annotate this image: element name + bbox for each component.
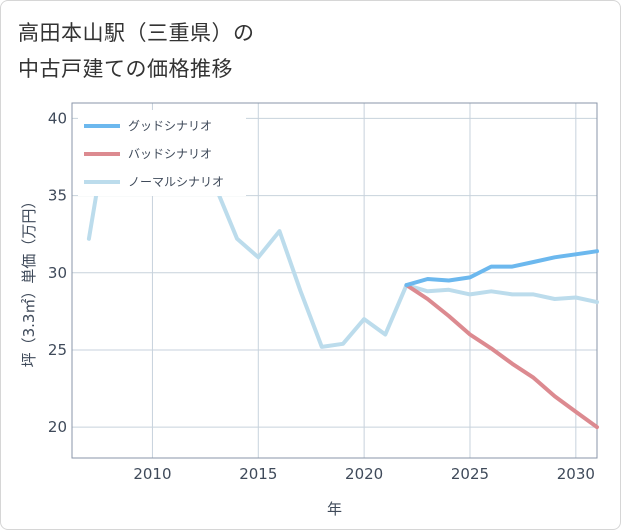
y-tick-label: 30 bbox=[48, 264, 67, 282]
y-tick-label: 40 bbox=[48, 109, 67, 127]
chart-title: 高田本山駅（三重県）の 中古戸建ての価格推移 bbox=[18, 15, 578, 87]
x-tick-label: 2010 bbox=[133, 465, 171, 483]
series-line-bad bbox=[404, 283, 599, 430]
series-line-good bbox=[404, 249, 599, 288]
y-axis-label: 坪（3.3㎡）単価（万円） bbox=[20, 194, 38, 368]
plot-area-frame bbox=[71, 102, 598, 459]
chart-title-line-2: 中古戸建ての価格推移 bbox=[18, 57, 233, 81]
y-tick-label: 20 bbox=[48, 418, 67, 436]
legend-label-good: グッドシナリオ bbox=[128, 119, 212, 133]
x-tick-label: 2030 bbox=[557, 465, 595, 483]
x-tick-label: 2025 bbox=[451, 465, 489, 483]
x-axis-label: 年 bbox=[327, 500, 342, 518]
legend-label-bad: バッドシナリオ bbox=[128, 147, 212, 161]
y-tick-label: 35 bbox=[48, 187, 67, 205]
chart-title-line-1: 高田本山駅（三重県）の bbox=[18, 21, 255, 45]
x-axis-ticks: 2010 2015 2020 2025 2030 bbox=[133, 465, 595, 483]
x-tick-label: 2015 bbox=[239, 465, 277, 483]
legend-label-normal: ノーマルシナリオ bbox=[128, 175, 224, 189]
y-tick-label: 25 bbox=[48, 341, 67, 359]
grid-lines bbox=[72, 103, 597, 458]
y-axis-ticks: 20 25 30 35 40 bbox=[48, 109, 67, 436]
x-tick-label: 2020 bbox=[345, 465, 383, 483]
